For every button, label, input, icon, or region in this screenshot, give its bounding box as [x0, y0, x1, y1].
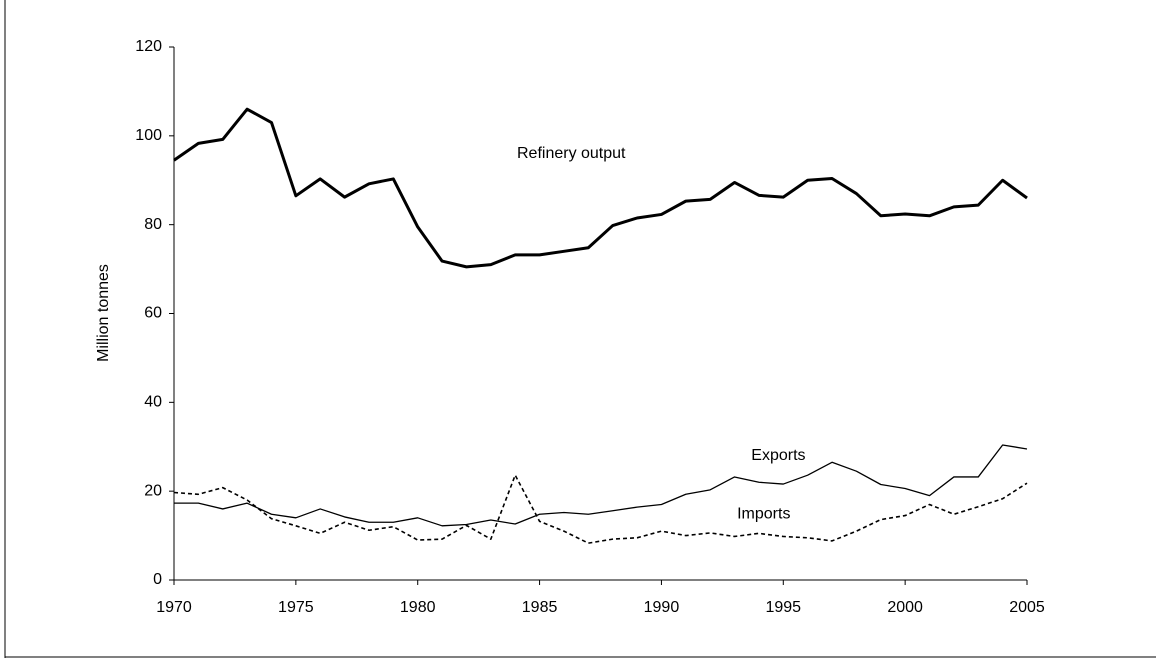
x-tick-label: 1985: [522, 599, 558, 616]
y-tick-label: 60: [144, 305, 162, 322]
y-tick-label: 100: [135, 127, 162, 144]
series-label: Refinery output: [517, 145, 626, 162]
series-line: [173, 107, 1028, 269]
y-tick-label: 120: [135, 38, 162, 55]
x-tick-label: 1970: [156, 599, 192, 616]
x-tick-label: 2000: [887, 599, 923, 616]
x-tick-label: 1995: [765, 599, 801, 616]
y-tick-label: 0: [153, 571, 162, 588]
y-axis-label: Million tonnes: [95, 264, 112, 362]
y-tick-label: 80: [144, 216, 162, 233]
x-tick-label: 1990: [644, 599, 680, 616]
series-label: Exports: [751, 447, 805, 464]
series-line: [173, 474, 1028, 544]
series-line: [174, 444, 1028, 527]
x-tick-label: 2005: [1009, 599, 1045, 616]
series-label: Imports: [737, 505, 790, 522]
x-tick-label: 1975: [278, 599, 314, 616]
y-tick-label: 20: [144, 482, 162, 499]
x-tick-label: 1980: [400, 599, 436, 616]
y-tick-label: 40: [144, 394, 162, 411]
